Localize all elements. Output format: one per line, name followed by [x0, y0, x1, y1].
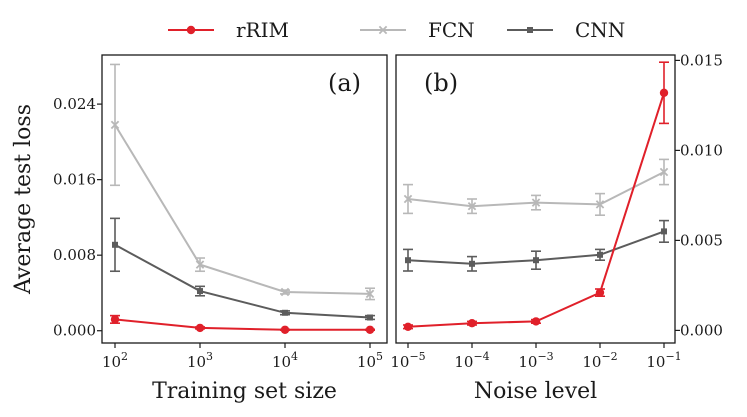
data-point-fcn: [403, 194, 413, 204]
data-point-cnn: [197, 288, 203, 295]
x-tick-label: 102: [102, 350, 128, 371]
data-point-rrim: [467, 319, 477, 328]
x-tick-label: 103: [187, 350, 213, 371]
data-point-cnn: [469, 260, 475, 267]
legend-label: rRIM: [236, 18, 289, 42]
series-line-rrim: [114, 318, 370, 331]
data-point-rrim: [403, 322, 413, 331]
data-point-rrim: [110, 315, 120, 324]
data-point-rrim: [195, 323, 205, 333]
series-cnn: [110, 217, 375, 321]
y-tick-label: 0.024: [53, 95, 96, 113]
y-tick-label: 0.015: [680, 51, 723, 69]
x-tick-label: 105: [357, 350, 383, 371]
x-axis-title: Training set size: [152, 379, 337, 404]
y-tick-label: 0.010: [680, 141, 723, 159]
legend-marker-rrim: [186, 25, 196, 35]
legend-label: FCN: [428, 18, 475, 42]
series-fcn: [403, 158, 669, 216]
data-point-rrim: [595, 288, 605, 297]
series-rrim: [403, 61, 669, 331]
data-point-cnn: [533, 257, 539, 264]
x-axis-title: Noise level: [474, 379, 597, 404]
data-point-cnn: [282, 309, 288, 316]
data-point-rrim: [280, 325, 290, 334]
panel-b: 0.000 0.005 0.010 0.015 10−5 10−4 10−3 10−2 10−1…: [390, 51, 723, 404]
data-point-fcn: [365, 289, 375, 299]
x-tick-label: 10−4: [454, 350, 489, 371]
data-point-fcn: [595, 200, 605, 209]
y-tick-label: 0.016: [53, 171, 96, 189]
data-point-fcn: [467, 201, 477, 211]
data-point-fcn: [531, 198, 541, 207]
y-tick-label: 0.008: [53, 246, 96, 264]
legend-marker-fcn: [378, 25, 388, 35]
x-tick-label: 10−5: [390, 350, 425, 371]
panel-label: (a): [328, 69, 361, 97]
data-point-fcn: [280, 287, 290, 297]
y-axis-title: Average test loss: [11, 104, 36, 295]
x-tick-label: 10−3: [518, 350, 553, 371]
y-tick-label: 0.000: [53, 322, 96, 340]
data-point-rrim: [365, 325, 375, 334]
x-tick-label: 104: [272, 350, 298, 371]
legend-label: CNN: [575, 18, 625, 42]
data-point-fcn: [659, 167, 669, 177]
data-point-cnn: [112, 241, 118, 248]
legend-item-cnn: CNN: [507, 18, 625, 42]
data-point-rrim: [531, 317, 541, 326]
legend-item-rrim: rRIM: [168, 18, 289, 42]
series-rrim: [110, 314, 375, 334]
series-line-fcn: [114, 124, 371, 295]
data-point-cnn: [661, 228, 667, 235]
data-point-cnn: [367, 314, 373, 321]
data-point-cnn: [405, 257, 411, 264]
data-point-cnn: [597, 251, 603, 258]
legend-marker-cnn: [527, 27, 533, 33]
data-point-fcn: [110, 120, 120, 130]
data-point-fcn: [195, 260, 205, 269]
y-tick-label: 0.000: [680, 321, 723, 339]
x-tick-label: 10−1: [646, 350, 681, 371]
series-fcn: [110, 63, 375, 301]
series-line-cnn: [114, 243, 371, 319]
panel-a: 0.000 0.008 0.016 0.024 102 103 104 105 (a) Train…: [11, 54, 388, 404]
y-tick-label: 0.005: [680, 231, 723, 249]
panel-label: (b): [424, 69, 458, 97]
legend-item-fcn: FCN: [360, 18, 475, 42]
legend: rRIM FCN CNN: [168, 18, 625, 42]
data-point-rrim: [659, 88, 669, 98]
plot-frame: [101, 54, 388, 344]
series-cnn: [403, 219, 669, 272]
x-tick-label: 10−2: [582, 350, 617, 371]
